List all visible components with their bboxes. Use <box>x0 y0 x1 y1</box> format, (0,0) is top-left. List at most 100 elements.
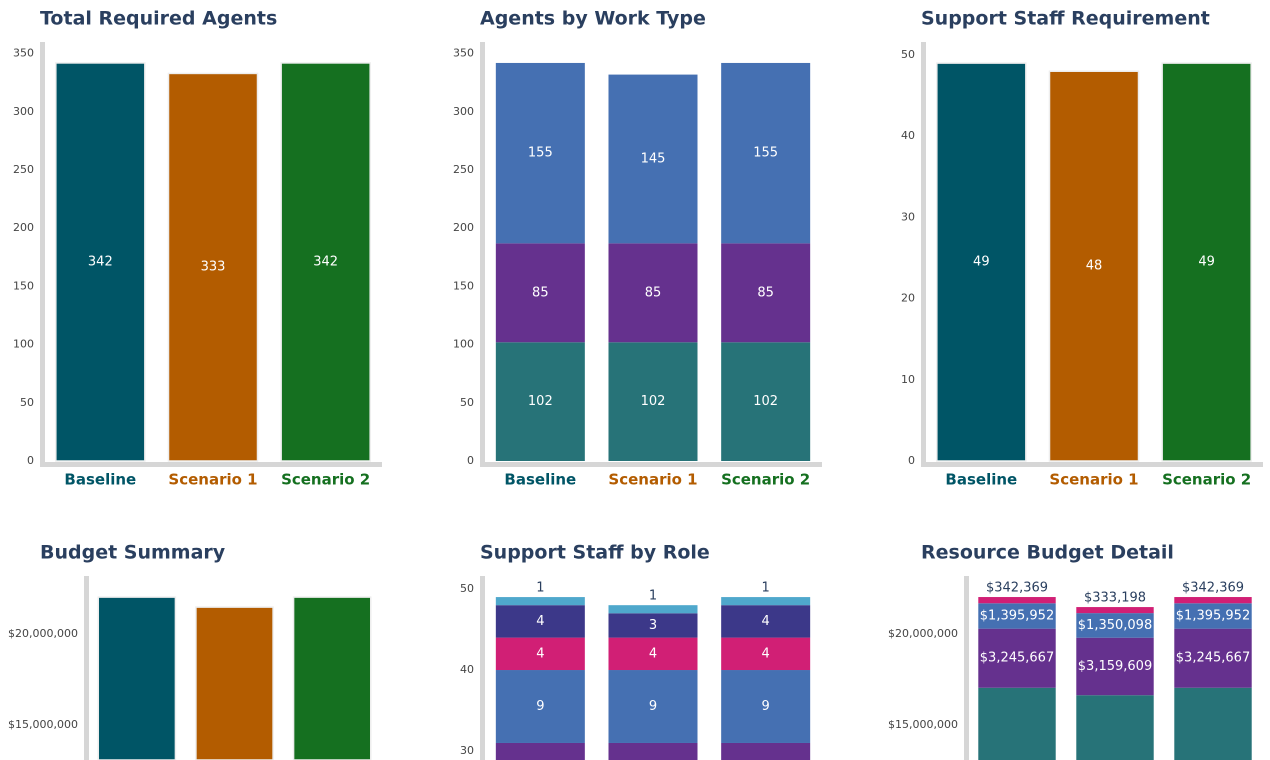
bar-segment <box>721 670 811 743</box>
value-label: 1 <box>762 581 770 596</box>
value-label: 9 <box>762 699 770 714</box>
y-tick-label: $20,000,000 <box>888 627 958 640</box>
x-axis-line <box>921 462 1263 467</box>
value-label: 155 <box>528 146 553 161</box>
value-label: 1 <box>649 589 657 604</box>
bar-segment <box>1174 687 1252 760</box>
bar-segment <box>1076 613 1154 638</box>
value-label: 102 <box>753 394 778 409</box>
bar-segment <box>721 637 811 671</box>
bar-segment <box>721 342 811 461</box>
value-label: 85 <box>645 285 662 300</box>
y-axis-line <box>40 42 45 466</box>
value-label: 1 <box>536 581 544 596</box>
value-label: $342,369 <box>986 581 1048 596</box>
chart-title: Support Staff Requirement <box>921 8 1210 30</box>
value-label: $342,369 <box>1182 581 1244 596</box>
x-tick-label: Baseline <box>945 471 1017 489</box>
bar-segment <box>608 742 698 760</box>
bar-segment <box>608 605 698 614</box>
x-tick-label: Scenario 2 <box>1162 471 1251 489</box>
bar-segment <box>608 670 698 743</box>
value-label: 4 <box>762 646 770 661</box>
bar-segment <box>1174 628 1252 688</box>
bar-segment <box>1076 695 1154 760</box>
bar-segment <box>1076 607 1154 614</box>
value-label: 155 <box>753 146 778 161</box>
y-tick-label: 40 <box>460 663 474 676</box>
chart-title: Support Staff by Role <box>480 542 710 564</box>
bar <box>195 606 274 760</box>
y-tick-label: 50 <box>460 582 474 595</box>
x-tick-label: Scenario 1 <box>1049 471 1138 489</box>
bar-segment <box>495 597 585 606</box>
bar-segment <box>608 637 698 671</box>
value-label: 85 <box>532 285 549 300</box>
value-label: 4 <box>762 614 770 629</box>
value-label: $1,350,098 <box>1078 618 1152 633</box>
value-label: $3,245,667 <box>1176 651 1250 666</box>
value-label: 342 <box>313 254 338 269</box>
bar <box>292 596 372 760</box>
value-label: 4 <box>536 614 544 629</box>
y-axis-line <box>964 576 969 760</box>
bar-segment <box>495 342 585 461</box>
x-tick-label: Baseline <box>504 471 576 489</box>
chart-title: Agents by Work Type <box>480 8 706 30</box>
value-label: 9 <box>649 699 657 714</box>
bar-segment <box>495 605 585 638</box>
y-tick-label: $15,000,000 <box>8 718 78 731</box>
bar-segment <box>608 342 698 461</box>
value-label: 4 <box>536 646 544 661</box>
bar <box>280 62 371 462</box>
value-label: 102 <box>641 394 666 409</box>
y-tick-label: 100 <box>13 338 34 351</box>
bar-segment <box>721 597 811 606</box>
y-tick-label: 0 <box>27 454 34 467</box>
value-label: 85 <box>757 285 774 300</box>
value-label: 49 <box>973 255 990 270</box>
y-tick-label: 40 <box>901 129 915 142</box>
value-label: 102 <box>528 394 553 409</box>
y-tick-label: 50 <box>20 396 34 409</box>
bar <box>936 62 1027 462</box>
value-label: $3,245,667 <box>980 651 1054 666</box>
bar-segment <box>721 605 811 638</box>
y-tick-label: 250 <box>13 163 34 176</box>
value-label: $1,395,952 <box>1176 608 1250 623</box>
x-tick-label: Scenario 2 <box>721 471 810 489</box>
y-tick-label: 10 <box>901 373 915 386</box>
y-tick-label: 150 <box>453 279 474 292</box>
bar <box>167 72 259 462</box>
bar-segment <box>495 742 585 760</box>
bar-segment <box>1174 597 1252 604</box>
bar <box>1161 62 1252 462</box>
value-label: 4 <box>649 646 657 661</box>
bar <box>97 596 177 760</box>
y-tick-label: 150 <box>13 279 34 292</box>
y-tick-label: 350 <box>13 47 34 60</box>
value-label: $333,198 <box>1084 591 1146 606</box>
value-label: 9 <box>536 699 544 714</box>
x-axis-line <box>40 462 382 467</box>
bar-segment <box>495 62 585 244</box>
chart-title: Resource Budget Detail <box>921 542 1174 564</box>
bar <box>1048 70 1140 462</box>
bar-segment <box>978 603 1056 629</box>
value-label: $1,395,952 <box>980 608 1054 623</box>
value-label: 342 <box>88 254 113 269</box>
y-tick-label: $15,000,000 <box>888 718 958 731</box>
x-tick-label: Scenario 1 <box>168 471 257 489</box>
y-tick-label: 300 <box>13 105 34 118</box>
y-tick-label: 0 <box>467 454 474 467</box>
chart-title: Budget Summary <box>40 542 226 564</box>
y-tick-label: 50 <box>460 396 474 409</box>
bar-segment <box>978 597 1056 604</box>
value-label: 145 <box>641 151 666 166</box>
y-tick-label: 200 <box>453 221 474 234</box>
y-tick-label: 20 <box>901 292 915 305</box>
bar-segment <box>495 670 585 743</box>
x-tick-label: Scenario 1 <box>608 471 697 489</box>
bar-segment <box>978 687 1056 760</box>
y-tick-label: $20,000,000 <box>8 627 78 640</box>
